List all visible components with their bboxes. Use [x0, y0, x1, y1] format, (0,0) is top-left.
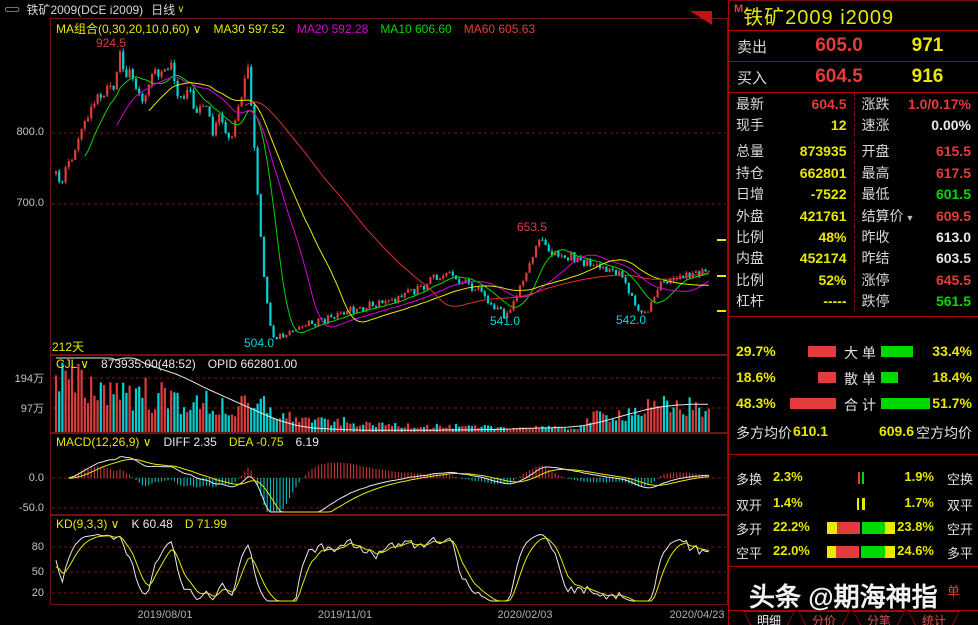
detail-tabs: 明细 分价 分笔 统计: [729, 609, 978, 625]
ma-indicator-header[interactable]: MA组合(0,30,20,10,0,60) ∨ MA30 597.52 MA20 5…: [56, 20, 547, 37]
kd-chart-pane[interactable]: KD(9,3,3) ∨ K 60.48 D 71.99: [50, 515, 728, 605]
price-annotation: 924.5: [96, 36, 127, 50]
quote-grid-row: 持仓 662801 最高 617.5: [729, 162, 978, 184]
y-axis-label: 700.0: [16, 197, 44, 209]
price-annotation: 212天: [52, 340, 85, 354]
bid-label: 买入: [737, 69, 768, 87]
ask-quantity: 971: [911, 35, 944, 56]
quote-panel: M 铁矿2009 i2009 卖出 605.0 971 买入 604.5 916…: [728, 0, 978, 625]
big-order-row: 29.7% 大 单 33.4%: [736, 342, 972, 361]
position-change-row: 双开 1.4% 1.7% 双平: [736, 494, 973, 513]
position-change-section: 多换 2.3% 1.9% 空换 双开 1.4% 1.7% 双平 多开 22.2% 23.8% 空开 空平…: [729, 455, 978, 567]
quote-grid-row: 现手 12 速涨 0.00%: [729, 114, 978, 136]
quote-grid-row: 杠杆 ----- 跌停 561.5: [729, 290, 978, 312]
quote-panel-header: M 铁矿2009 i2009: [729, 1, 978, 31]
quote-grid-row: 最新 604.5 涨跌 1.0/0.17%: [729, 93, 978, 115]
market-flag: M: [734, 3, 744, 15]
headline-watermark: 头条 @期海神指: [749, 581, 938, 612]
quote-grid: 最新 604.5 涨跌 1.0/0.17% 现手 12 速涨 0.00% 总量 873935 开盘 6…: [729, 93, 978, 317]
header-segment: MA10 606.60: [380, 22, 452, 36]
quote-grid-row: 总量 873935 开盘 615.5: [729, 140, 978, 163]
corner-triangle-icon: [690, 11, 712, 25]
tab-分价[interactable]: 分价: [798, 610, 850, 625]
y-axis-gutter: 800.0 700.0 194万 97万 0.0 -50.0 80 50 20: [0, 0, 48, 605]
titlebar: ⊂⊃ 铁矿2009(DCE i2009) 日线 ∨: [0, 0, 728, 18]
price-annotation: 504.0: [244, 336, 275, 350]
volume-indicator-header[interactable]: CJL ∨ 873935.00(48:52) OPID 662801.00: [56, 357, 309, 371]
macd-chart-pane[interactable]: MACD(12,26,9) ∨ DIFF 2.35 DEA -0.75 6.19: [50, 433, 728, 515]
period-selector[interactable]: 日线 ∨: [151, 1, 184, 18]
chevron-down-icon: ∨: [177, 3, 185, 15]
period-label: 日线: [151, 2, 176, 17]
symbol-title: 铁矿2009 i2009: [743, 7, 895, 29]
header-segment: KD(9,3,3) ∨: [56, 517, 120, 531]
bid-price: 604.5: [815, 66, 863, 87]
settle-price-toggle-icon[interactable]: ▼: [905, 212, 915, 223]
header-segment: MA30 597.52: [213, 22, 285, 36]
tab-分笔[interactable]: 分笔: [853, 610, 905, 625]
price-annotation: 653.5: [517, 220, 548, 234]
header-segment: DEA -0.75: [228, 435, 284, 449]
partial-red-text: 单: [947, 583, 961, 599]
header-segment: 873935.00(48:52): [101, 357, 196, 371]
x-axis-date-label: 2020/02/03: [497, 609, 553, 621]
quote-grid-row: 内盘 452174 昨结 603.5: [729, 247, 978, 270]
header-segment: DIFF 2.35: [163, 435, 217, 449]
ask-row: 卖出 605.0 971: [729, 31, 978, 62]
y-axis-label: 800.0: [16, 126, 44, 138]
header-segment: CJL ∨: [56, 357, 90, 371]
y-axis-label: 80: [31, 541, 44, 553]
quote-grid-row: 日增 -7522 最低 601.5: [729, 183, 978, 205]
header-segment: MA组合(0,30,20,10,0,60) ∨: [56, 22, 202, 36]
y-axis-label: 50: [31, 566, 44, 578]
ask-price: 605.0: [815, 35, 863, 56]
header-segment: MACD(12,26,9) ∨: [56, 435, 152, 449]
y-axis-label: 0.0: [28, 472, 44, 484]
position-change-row: 多开 22.2% 23.8% 空开: [736, 518, 973, 537]
big-order-row: 18.6% 散 单 18.4%: [736, 368, 972, 387]
price-annotation: 542.0: [616, 313, 647, 327]
header-segment: 6.19: [295, 435, 319, 449]
link-icon[interactable]: ⊂⊃: [4, 3, 21, 16]
header-segment: MA60 605.63: [463, 22, 536, 36]
header-segment: K 60.48: [131, 517, 173, 531]
price-annotation: 541.0: [490, 314, 521, 328]
y-axis-label: 97万: [20, 403, 44, 415]
panel-bottom: 单 头条 @期海神指 明细 分价 分笔 统计: [729, 567, 978, 625]
tab-明细[interactable]: 明细: [743, 610, 795, 625]
y-axis-label: 20: [31, 587, 44, 599]
big-order-section: 29.7% 大 单 33.4% 18.6% 散 单 18.4% 48.3% 合 计 51.7% 多…: [729, 317, 978, 455]
bid-row: 买入 604.5 916: [729, 62, 978, 93]
macd-indicator-header[interactable]: MACD(12,26,9) ∨ DIFF 2.35 DEA -0.75 6.19: [56, 435, 331, 449]
position-change-row: 多换 2.3% 1.9% 空换: [736, 468, 973, 487]
x-axis-date-label: 2019/11/01: [317, 609, 373, 621]
ask-label: 卖出: [737, 38, 768, 56]
volume-chart-pane[interactable]: CJL ∨ 873935.00(48:52) OPID 662801.00: [50, 355, 728, 433]
candlestick-chart-pane[interactable]: MA组合(0,30,20,10,0,60) ∨ MA30 597.52 MA20 5…: [50, 18, 728, 355]
quote-grid-row: 比例 52% 涨停 645.5: [729, 269, 978, 291]
big-order-row: 48.3% 合 计 51.7%: [736, 394, 972, 413]
header-segment: D 71.99: [184, 517, 227, 531]
kd-indicator-header[interactable]: KD(9,3,3) ∨ K 60.48 D 71.99: [56, 517, 239, 531]
bid-quantity: 916: [911, 66, 944, 87]
y-axis-label: 194万: [14, 373, 44, 385]
tab-统计[interactable]: 统计: [908, 610, 960, 625]
quote-grid-row: 比例 48% 昨收 613.0: [729, 226, 978, 248]
quote-grid-row: 外盘 421761 结算价 ▼ 609.5: [729, 204, 978, 227]
position-change-row: 空平 22.0% 24.6% 多平: [736, 542, 973, 561]
header-segment: OPID 662801.00: [207, 357, 298, 371]
x-axis-date-label: 2019/08/01: [137, 609, 193, 621]
instrument-title: 铁矿2009(DCE i2009): [26, 2, 144, 17]
header-segment: MA20 592.28: [296, 22, 369, 36]
x-axis-date-label: 2020/04/23: [669, 609, 725, 621]
y-axis-label: -50.0: [18, 502, 44, 514]
